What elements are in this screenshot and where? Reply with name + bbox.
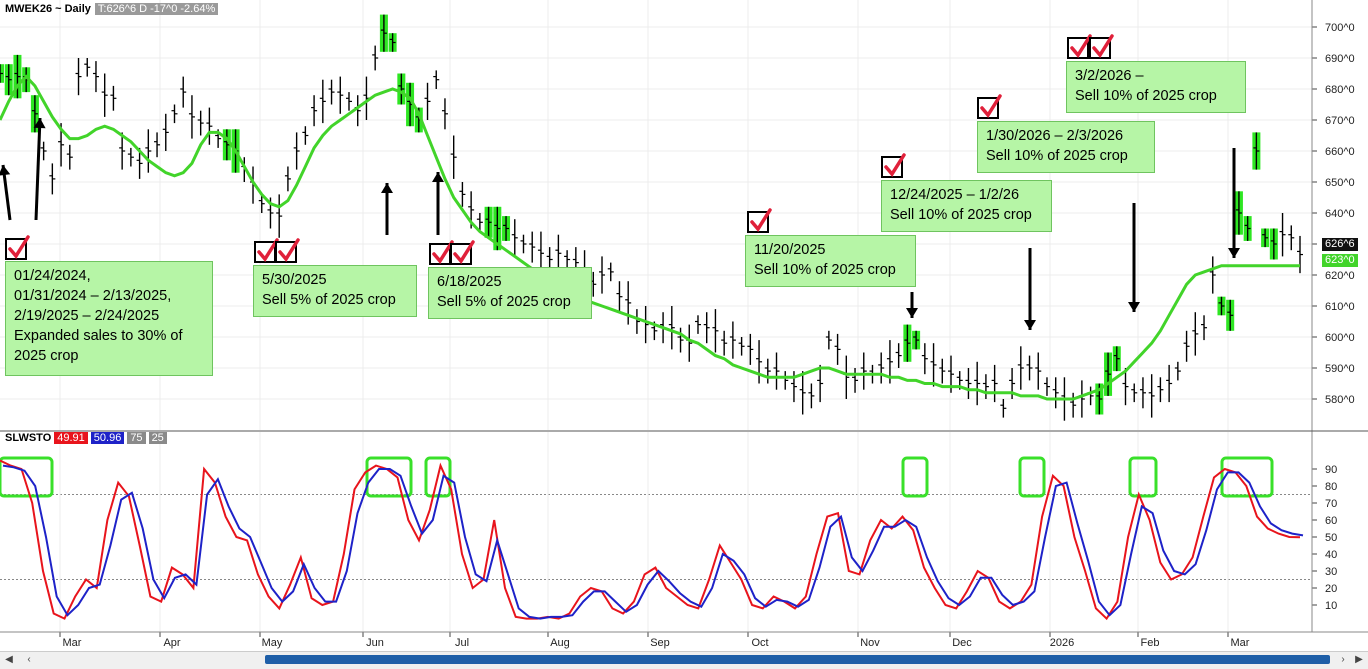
checkmark-icon <box>278 238 300 262</box>
price-tick-label: 600^0 <box>1325 332 1355 344</box>
time-tick-label: Aug <box>550 637 570 649</box>
time-tick-label: May <box>262 637 283 649</box>
price-tick-label: 650^0 <box>1325 177 1355 189</box>
price-tick-label: 590^0 <box>1325 363 1355 375</box>
time-tick-label: Sep <box>650 637 670 649</box>
time-tick-label: 2026 <box>1050 637 1074 649</box>
scroll-right-step-icon[interactable]: › <box>1341 654 1345 665</box>
annotation-note-4: 11/20/2025 Sell 10% of 2025 crop <box>745 235 916 287</box>
arrowhead <box>381 183 393 193</box>
oscillator-panel-bg <box>0 432 1312 632</box>
price-tick-label: 690^0 <box>1325 53 1355 65</box>
osc-tick-label: 20 <box>1325 583 1337 595</box>
arrowhead <box>906 308 918 318</box>
osc-tick-label: 60 <box>1325 515 1337 527</box>
checkmark-icon <box>884 153 906 177</box>
price-tick-label: 660^0 <box>1325 146 1355 158</box>
last-price-tag: 626^6 <box>1322 238 1358 251</box>
oscillator-highlight-box <box>365 456 413 498</box>
checkbox-icon <box>450 243 472 265</box>
indicator-name: SLWSTO <box>5 432 52 444</box>
checkbox-icon <box>881 156 903 178</box>
arrowhead <box>0 165 11 176</box>
checkmark-icon <box>8 235 30 259</box>
price-tick-label: 670^0 <box>1325 115 1355 127</box>
k-value-badge: 49.91 <box>54 432 88 444</box>
oscillator-highlight-box <box>0 456 54 498</box>
upper-level-badge: 75 <box>127 432 146 444</box>
price-tick-label: 610^0 <box>1325 301 1355 313</box>
osc-tick-label: 80 <box>1325 481 1337 493</box>
time-tick-label: Oct <box>751 637 768 649</box>
checkmark-icons <box>5 34 1114 265</box>
d-value-badge: 50.96 <box>90 432 125 444</box>
oscillator-highlight-box <box>1220 456 1274 498</box>
scroll-right-icon[interactable]: ▶ <box>1355 654 1363 665</box>
quote-label: T:626^6 D -17^0 -2.64% <box>94 3 219 15</box>
osc-tick-label: 70 <box>1325 498 1337 510</box>
arrow-shaft <box>34 117 42 221</box>
arrowhead <box>432 172 444 182</box>
ma-price-tag: 623^0 <box>1322 254 1358 267</box>
checkbox-icon <box>5 238 27 260</box>
checkbox-icon <box>977 97 999 119</box>
osc-tick-label: 90 <box>1325 464 1337 476</box>
checkmark-icon <box>1070 34 1092 58</box>
osc-tick-label: 50 <box>1325 532 1337 544</box>
time-tick-label: Dec <box>952 637 972 649</box>
annotation-note-6: 1/30/2026 – 2/3/2026 Sell 10% of 2025 cr… <box>977 121 1155 173</box>
price-axis: 700^0690^0680^0670^0660^0650^0640^0630^0… <box>1312 22 1355 406</box>
price-tick-label: 680^0 <box>1325 84 1355 96</box>
moving-average-line <box>0 74 1300 401</box>
arrowhead <box>1024 320 1036 330</box>
annotation-note-7: 3/2/2026 – Sell 10% of 2025 crop <box>1066 61 1246 113</box>
checkbox-icon <box>1089 37 1111 59</box>
annotation-note-5: 12/24/2025 – 1/2/26 Sell 10% of 2025 cro… <box>881 180 1052 232</box>
time-tick-label: Nov <box>860 637 880 649</box>
time-tick-label: Jun <box>366 637 384 649</box>
arrowhead <box>33 118 46 129</box>
checkmark-icon <box>1092 34 1114 58</box>
checkmark-icon <box>257 238 279 262</box>
osc-tick-label: 10 <box>1325 600 1337 612</box>
checkbox-icon <box>747 211 769 233</box>
arrowhead <box>1228 248 1240 258</box>
scroll-left-icon[interactable]: ◀ <box>5 654 13 665</box>
indicator-header: SLWSTO 49.91 50.96 75 25 <box>5 432 167 444</box>
chart-header: MWEK26 ~ Daily T:626^6 D -17^0 -2.64% <box>5 3 219 15</box>
arrows <box>0 117 1240 330</box>
oscillator-highlight-box <box>901 456 929 498</box>
checkmark-icon <box>750 208 772 232</box>
oscillator-axis: 90 80 70 60 50 40 30 20 10 <box>1312 464 1337 612</box>
time-tick-label: Mar <box>63 637 82 649</box>
symbol-label: MWEK26 ~ Daily <box>5 3 91 15</box>
lower-level-badge: 25 <box>148 432 167 444</box>
checkbox-icon <box>1067 37 1089 59</box>
time-tick-label: Apr <box>163 637 180 649</box>
time-axis: Mar Apr May Jun Jul Aug Sep Oct Nov Dec 2026 Feb Mar <box>59 632 1250 649</box>
osc-tick-label: 40 <box>1325 549 1337 561</box>
annotation-note-3: 6/18/2025 Sell 5% of 2025 crop <box>428 267 592 319</box>
osc-tick-label: 30 <box>1325 566 1337 578</box>
scroll-left-step-icon[interactable]: ‹ <box>27 654 31 665</box>
scrollbar-thumb[interactable] <box>265 655 1330 664</box>
checkmark-icon <box>432 240 454 264</box>
price-tick-label: 580^0 <box>1325 394 1355 406</box>
price-tick-label: 640^0 <box>1325 208 1355 220</box>
price-tick-label: 700^0 <box>1325 22 1355 34</box>
oscillator-highlight-box <box>1018 456 1046 498</box>
stoch-k-line <box>0 459 1301 621</box>
time-tick-label: Mar <box>1231 637 1250 649</box>
checkbox-icon <box>275 241 297 263</box>
time-tick-label: Jul <box>455 637 469 649</box>
checkmark-icon <box>980 94 1002 118</box>
oscillator-highlight-box <box>1128 456 1158 498</box>
price-tick-label: 620^0 <box>1325 270 1355 282</box>
arrowhead <box>1128 302 1140 312</box>
annotation-note-1: 01/24/2024, 01/31/2024 – 2/13/2025, 2/19… <box>5 261 213 376</box>
stoch-d-line <box>2 464 1304 620</box>
checkmark-icon <box>453 240 475 264</box>
time-tick-label: Feb <box>1141 637 1160 649</box>
annotation-note-2: 5/30/2025 Sell 5% of 2025 crop <box>253 265 417 317</box>
